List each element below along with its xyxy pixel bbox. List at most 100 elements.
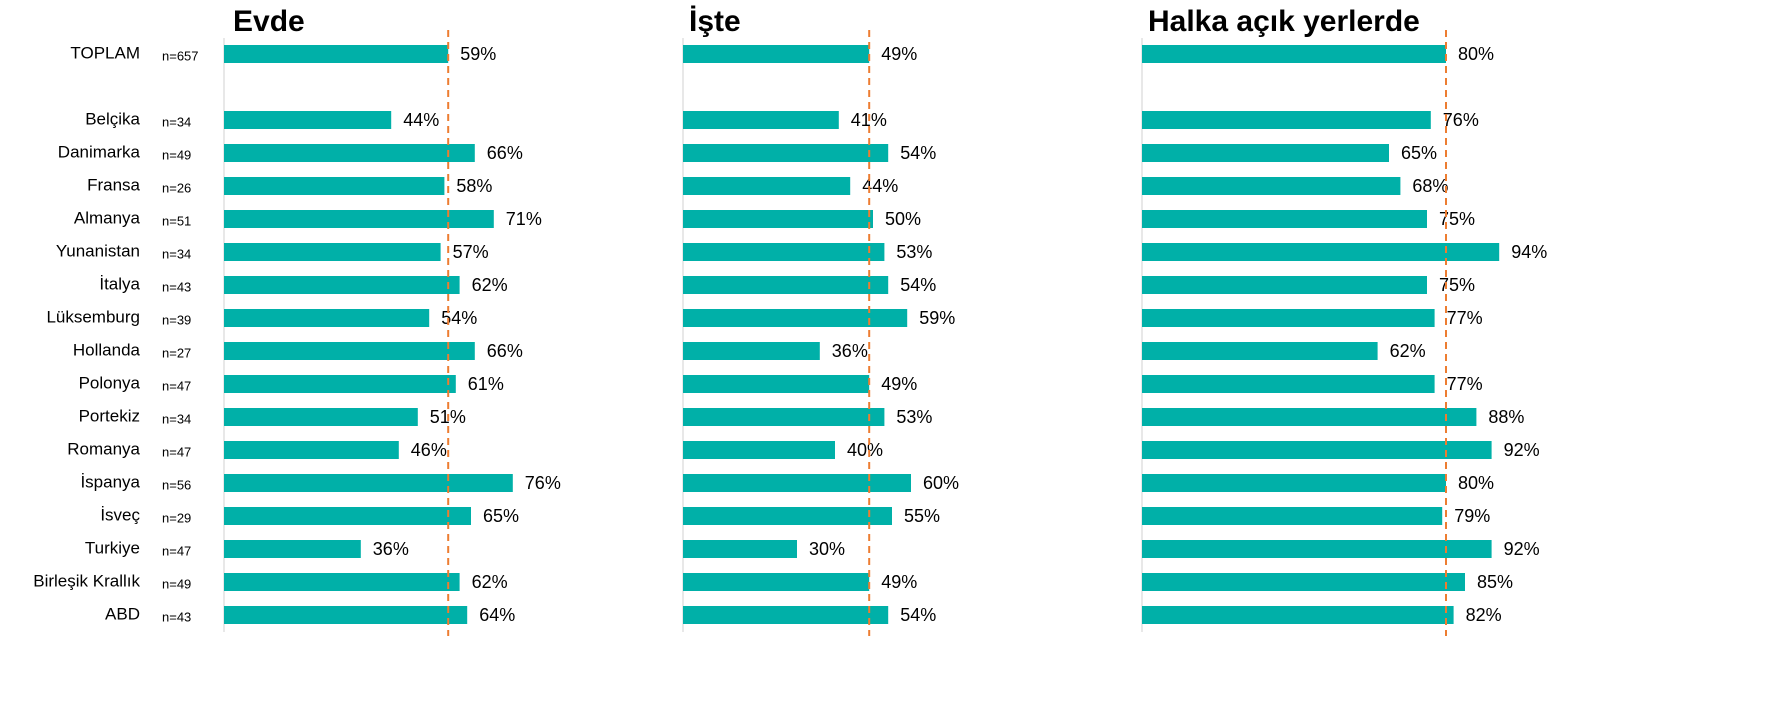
bar: [683, 276, 889, 294]
bar: [224, 573, 460, 591]
bar: [224, 45, 449, 63]
value-label: 30%: [809, 539, 845, 559]
bar: [224, 276, 460, 294]
value-label: 75%: [1439, 209, 1475, 229]
sample-size: n=47: [162, 543, 191, 558]
category-label: Fransa: [87, 175, 140, 194]
value-label: 50%: [885, 209, 921, 229]
category-label: Danimarka: [58, 142, 141, 161]
sample-size: n=51: [162, 213, 191, 228]
category-label: Birleşik Krallık: [33, 571, 140, 590]
value-label: 88%: [1488, 407, 1524, 427]
sample-size: n=26: [162, 180, 191, 195]
bar: [683, 309, 908, 327]
sample-size: n=47: [162, 378, 191, 393]
bar: [1142, 375, 1435, 393]
category-label: Turkiye: [85, 538, 140, 557]
bar: [224, 606, 468, 624]
bar: [683, 243, 885, 261]
bar: [224, 144, 475, 162]
category-label: Lüksemburg: [46, 307, 140, 326]
bar: [683, 144, 889, 162]
bar: [224, 309, 430, 327]
bar: [224, 177, 445, 195]
bar: [224, 342, 475, 360]
value-label: 65%: [483, 506, 519, 526]
bar: [224, 441, 399, 459]
value-label: 44%: [862, 176, 898, 196]
sample-size: n=29: [162, 510, 191, 525]
value-label: 49%: [881, 374, 917, 394]
bar: [224, 408, 418, 426]
value-label: 46%: [411, 440, 447, 460]
value-label: 62%: [472, 275, 508, 295]
bar: [1142, 342, 1378, 360]
value-label: 64%: [479, 605, 515, 625]
bar: [1142, 144, 1389, 162]
panel-title: Halka açık yerlerde: [1148, 5, 1420, 38]
sample-size: n=39: [162, 312, 191, 327]
value-label: 66%: [487, 341, 523, 361]
bar: [683, 177, 851, 195]
value-label: 58%: [456, 176, 492, 196]
value-label: 77%: [1447, 308, 1483, 328]
bar: [683, 606, 889, 624]
value-label: 54%: [900, 143, 936, 163]
value-label: 75%: [1439, 275, 1475, 295]
sample-size: n=49: [162, 147, 191, 162]
sample-size: n=34: [162, 114, 191, 129]
bar: [1142, 606, 1454, 624]
bar: [1142, 474, 1446, 492]
value-label: 82%: [1466, 605, 1502, 625]
bar: [683, 408, 885, 426]
category-label: Romanya: [67, 439, 140, 458]
value-label: 60%: [923, 473, 959, 493]
bar: [224, 507, 471, 525]
value-label: 36%: [832, 341, 868, 361]
sample-size: n=47: [162, 444, 191, 459]
value-label: 54%: [441, 308, 477, 328]
sample-size: n=34: [162, 246, 191, 261]
value-label: 62%: [1390, 341, 1426, 361]
sample-size: n=657: [162, 48, 199, 63]
value-label: 62%: [472, 572, 508, 592]
category-label: Portekiz: [79, 406, 140, 425]
bar: [683, 45, 870, 63]
category-label: Belçika: [85, 109, 140, 128]
bar: [224, 243, 441, 261]
bar: [1142, 573, 1465, 591]
value-label: 49%: [881, 572, 917, 592]
bar: [683, 540, 797, 558]
bar: [1142, 540, 1492, 558]
category-label: TOPLAM: [70, 43, 140, 62]
value-label: 65%: [1401, 143, 1437, 163]
bar: [224, 111, 392, 129]
bar: [683, 210, 873, 228]
value-label: 76%: [1443, 110, 1479, 130]
value-label: 92%: [1504, 440, 1540, 460]
category-label: Almanya: [74, 208, 141, 227]
value-label: 94%: [1511, 242, 1547, 262]
bar: [683, 111, 839, 129]
bar: [1142, 441, 1492, 459]
value-label: 92%: [1504, 539, 1540, 559]
value-label: 66%: [487, 143, 523, 163]
value-label: 55%: [904, 506, 940, 526]
bar: [224, 474, 513, 492]
value-label: 54%: [900, 605, 936, 625]
bar: [224, 375, 456, 393]
value-label: 36%: [373, 539, 409, 559]
bar: [1142, 276, 1427, 294]
value-label: 79%: [1454, 506, 1490, 526]
value-label: 71%: [506, 209, 542, 229]
sample-size: n=43: [162, 609, 191, 624]
value-label: 53%: [896, 242, 932, 262]
bar: [1142, 177, 1401, 195]
value-label: 80%: [1458, 44, 1494, 64]
value-label: 61%: [468, 374, 504, 394]
value-label: 44%: [403, 110, 439, 130]
sample-size: n=34: [162, 411, 191, 426]
value-label: 80%: [1458, 473, 1494, 493]
sample-size: n=56: [162, 477, 191, 492]
